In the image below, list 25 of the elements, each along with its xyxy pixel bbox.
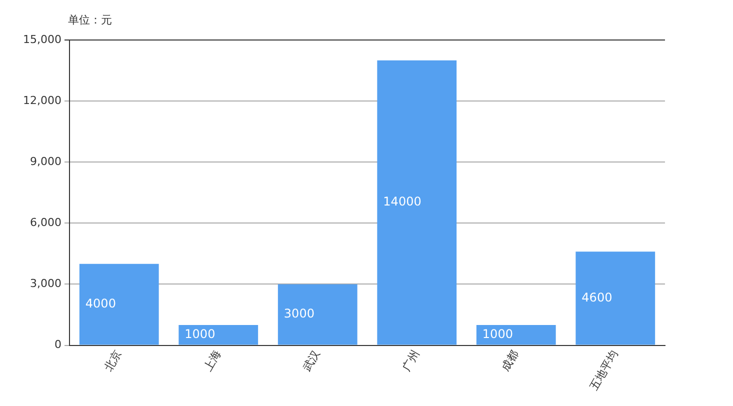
- bar: [377, 60, 457, 345]
- bar: [79, 264, 159, 345]
- y-axis-title: 单位：元: [68, 13, 112, 26]
- bar: [476, 324, 556, 345]
- y-tick-label: 6,000: [30, 216, 62, 230]
- bar: [178, 324, 258, 345]
- data-label: 14000: [383, 194, 422, 209]
- y-tick-label: 3,000: [30, 277, 62, 290]
- x-tick-label: 武汉: [300, 348, 323, 374]
- bar: [278, 284, 358, 345]
- x-tick-label: 上海: [201, 348, 224, 374]
- y-tick-label: 0: [54, 338, 62, 352]
- data-label: 4600: [582, 290, 612, 304]
- x-tick-label: 北京: [102, 348, 124, 374]
- x-tick-label: 成都: [498, 348, 522, 374]
- y-tick-label: 15,000: [22, 32, 62, 46]
- x-tick-label: 广州: [400, 348, 422, 374]
- data-label: 3000: [284, 306, 314, 321]
- x-tick-label: 五地平均: [587, 348, 620, 393]
- data-label: 1000: [184, 326, 216, 341]
- y-tick-label: 9,000: [30, 154, 62, 168]
- bar: [576, 252, 656, 345]
- data-label: 4000: [85, 296, 116, 310]
- y-tick-label: 12,000: [22, 94, 62, 107]
- data-label: 1000: [482, 326, 513, 341]
